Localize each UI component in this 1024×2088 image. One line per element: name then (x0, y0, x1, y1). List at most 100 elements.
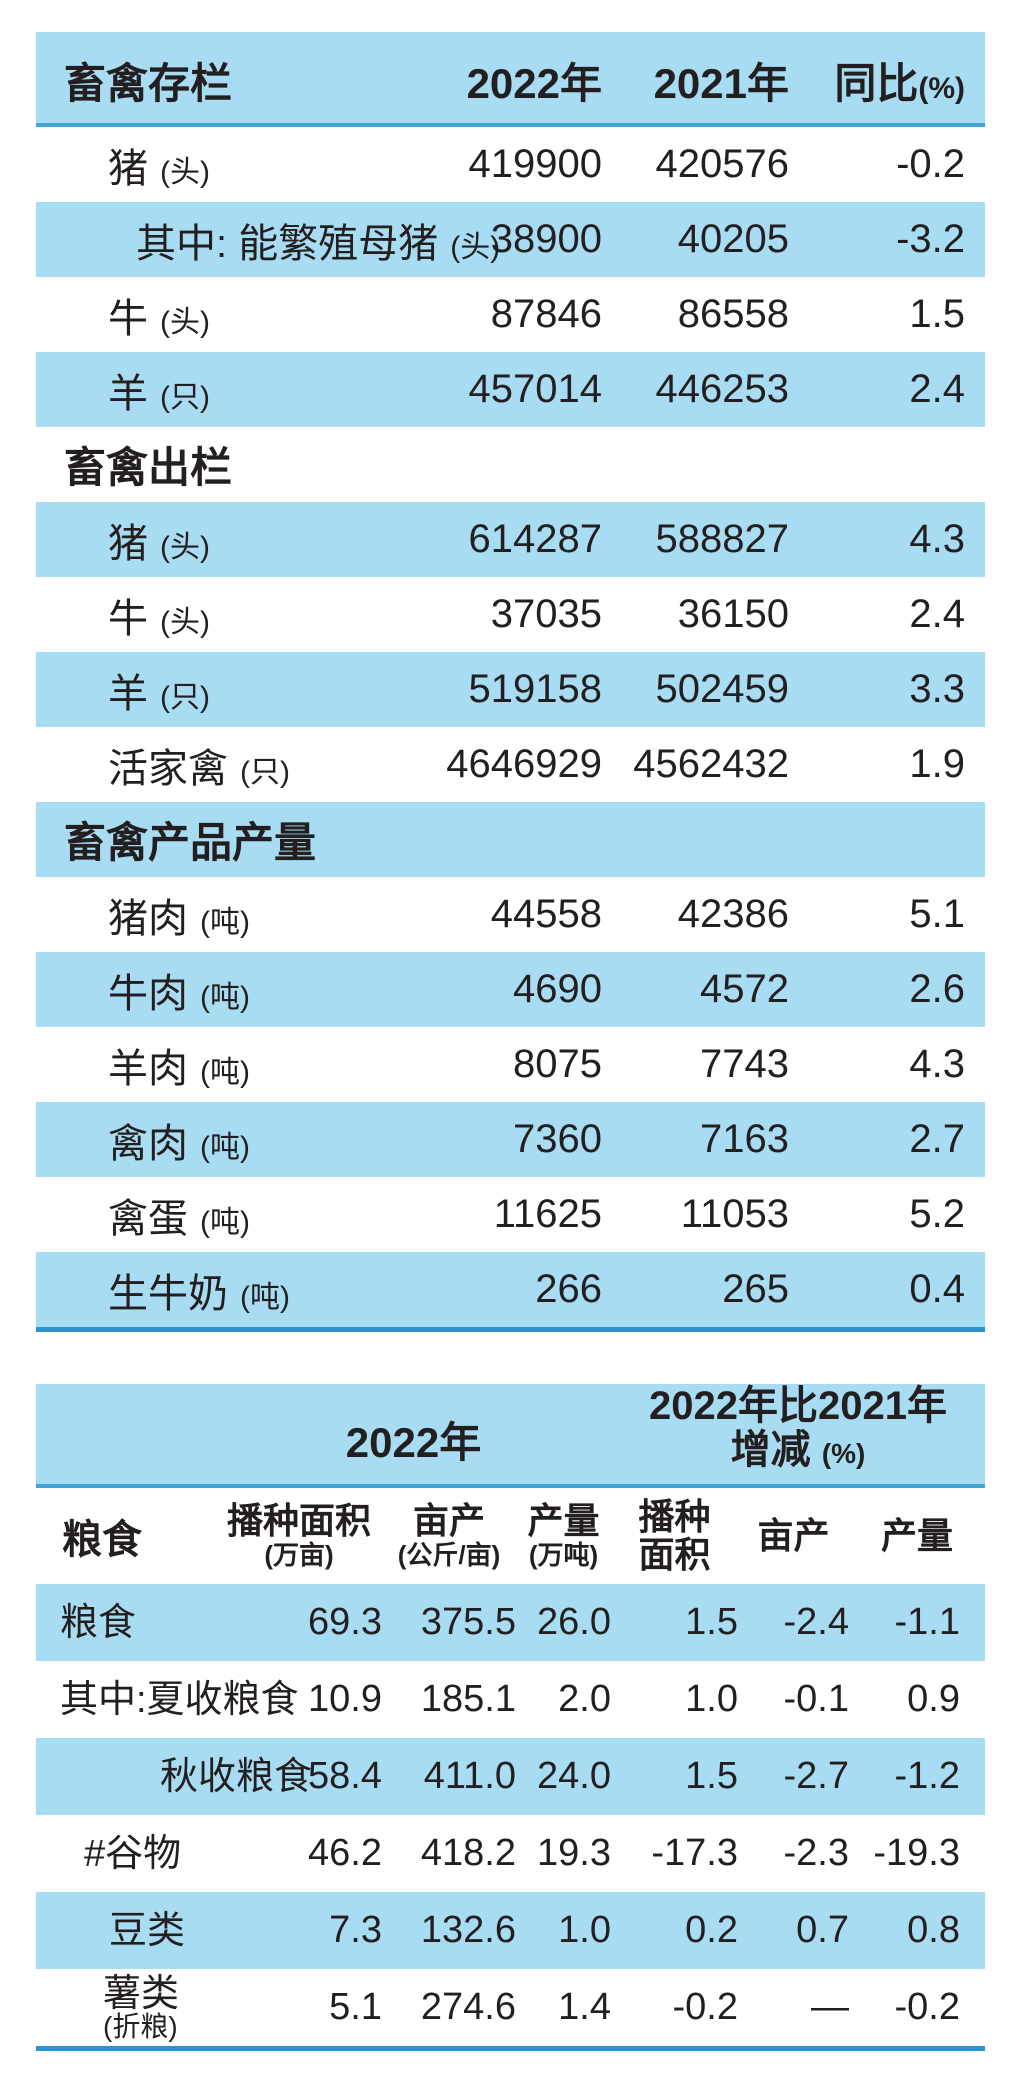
value-2021: 502459 (655, 667, 789, 711)
table-bottom-border (36, 2046, 985, 2051)
row-unit: (头) (160, 155, 210, 189)
value-2022: 519158 (468, 667, 602, 711)
row-label: 牛 (108, 296, 148, 341)
table-row: 羊肉 (吨) 8075 7743 4.3 (36, 1027, 985, 1102)
row-unit: (头) (160, 605, 210, 639)
yoy-label: 同比 (834, 60, 919, 107)
col-grain: 粮食 (62, 1518, 142, 1562)
value-output: 2.0 (558, 1678, 611, 1720)
row-label: 猪肉 (108, 896, 188, 941)
value-yield-change: -0.1 (783, 1678, 849, 1720)
row-label: 牛肉 (108, 971, 188, 1016)
col-label: 面积 (638, 1534, 711, 1575)
row-unit: (头) (160, 530, 210, 564)
change-line2: 增减 (%) (731, 1428, 866, 1476)
value-sowing-area-change: -17.3 (651, 1832, 738, 1874)
value-2021: 11053 (680, 1192, 789, 1236)
col-yield-change: 亩产 (738, 1488, 849, 1584)
value-2021: 588827 (655, 517, 789, 561)
col-unit: (万亩) (264, 1540, 334, 1570)
table-row: 其中: 能繁殖母猪 (头) 38900 40205 -3.2 (36, 202, 985, 277)
table-row: 粮食 69.3 375.5 26.0 1.5 -2.4 -1.1 (36, 1584, 985, 1661)
row-label: 羊肉 (108, 1046, 188, 1091)
value-sowing-area-change: 1.5 (685, 1601, 738, 1643)
value-2022: 266 (535, 1267, 602, 1311)
value-yoy: 1.5 (909, 292, 965, 336)
value-yield-change: -2.7 (783, 1755, 849, 1797)
table-row: 生牛奶 (吨) 266 265 0.4 (36, 1252, 985, 1327)
value-output-change: -0.2 (894, 1986, 960, 2028)
table-row: 薯类 (折粮) 5.1 274.6 1.4 -0.2 — -0.2 (36, 1969, 985, 2046)
row-unit: (只) (240, 755, 290, 789)
row-label: #谷物 (84, 1832, 182, 1875)
row-label: 猪 (108, 146, 148, 191)
col-header-2022: 2022年 (466, 60, 602, 107)
col-output-change: 产量 (849, 1488, 985, 1584)
livestock-table: 畜禽存栏 2022年 2021年 同比(%) 猪 (头) 419900 42057… (36, 32, 985, 1332)
row-label: 豆类 (109, 1909, 186, 1952)
row-unit: (吨) (240, 1280, 290, 1314)
section-header-row: 畜禽出栏 (36, 427, 985, 502)
row-unit: (吨) (200, 1205, 250, 1239)
table-row: 牛 (头) 87846 86558 1.5 (36, 277, 985, 352)
value-yield: 132.6 (420, 1909, 516, 1951)
row-unit: (只) (160, 380, 210, 414)
row-label: 其中: 能繁殖母猪 (136, 221, 439, 266)
col-group-change: 2022年比2021年 增减 (%) (611, 1384, 985, 1484)
table-row: 猪 (头) 614287 588827 4.3 (36, 502, 985, 577)
value-2021: 7743 (700, 1042, 789, 1086)
value-sowing-area-change: 1.5 (685, 1755, 738, 1797)
table-row: 禽肉 (吨) 7360 7163 2.7 (36, 1102, 985, 1177)
value-yoy: 5.2 (909, 1192, 965, 1236)
table-row: 羊 (只) 519158 502459 3.3 (36, 652, 985, 727)
col-group-2022: 2022年 (345, 1419, 482, 1466)
value-2022: 7360 (513, 1117, 602, 1161)
value-yoy: 1.9 (909, 742, 965, 786)
row-label: 薯类 (折粮) (36, 1975, 216, 2041)
value-output: 26.0 (537, 1601, 611, 1643)
value-output: 1.4 (558, 1986, 611, 2028)
value-yield-change: — (811, 1986, 849, 2028)
change-unit: (%) (821, 1438, 866, 1469)
row-label: 羊 (108, 371, 148, 416)
value-2022: 8075 (513, 1042, 602, 1086)
row-label: 猪 (108, 521, 148, 566)
value-sowing-area: 58.4 (308, 1755, 382, 1797)
value-2021: 4572 (700, 967, 789, 1011)
livestock-inventory-title: 畜禽存栏 (64, 60, 233, 107)
livestock-products-title: 畜禽产品产量 (64, 819, 317, 866)
grain-top-header-row: 2022年 2022年比2021年 增减 (%) (36, 1384, 985, 1488)
col-header-yoy: 同比(%) (789, 50, 985, 123)
livestock-slaughter-title: 畜禽出栏 (64, 444, 233, 491)
value-output-change: -1.2 (894, 1755, 960, 1797)
value-yoy: 0.4 (909, 1267, 965, 1311)
row-unit: (吨) (200, 980, 250, 1014)
value-sowing-area: 5.1 (329, 1986, 382, 2028)
value-2021: 265 (722, 1267, 789, 1311)
value-yoy: -3.2 (896, 217, 965, 261)
livestock-header-row: 畜禽存栏 2022年 2021年 同比(%) (36, 32, 985, 127)
value-2021: 36150 (677, 592, 789, 636)
value-sowing-area: 7.3 (329, 1909, 382, 1951)
value-yield: 375.5 (420, 1601, 516, 1643)
value-output-change: 0.9 (907, 1678, 960, 1720)
row-unit: (吨) (200, 905, 250, 939)
value-2021: 42386 (677, 892, 789, 936)
value-2022: 44558 (490, 892, 602, 936)
col-header-2021: 2021年 (653, 60, 789, 107)
value-2022: 11625 (493, 1192, 602, 1236)
col-label: 产量 (527, 1500, 600, 1541)
value-yield: 274.6 (420, 1986, 516, 2028)
grain-subheader-row: 粮食 播种面积 (万亩) 亩产 (公斤/亩) 产量 (万吨) 播种 面积 亩产 … (36, 1488, 985, 1584)
table-row: 豆类 7.3 132.6 1.0 0.2 0.7 0.8 (36, 1892, 985, 1969)
change-line1: 2022年比2021年 (649, 1384, 947, 1428)
value-yoy: 3.3 (909, 667, 965, 711)
value-output: 19.3 (537, 1832, 611, 1874)
table-row: #谷物 46.2 418.2 19.3 -17.3 -2.3 -19.3 (36, 1815, 985, 1892)
table-row: 牛肉 (吨) 4690 4572 2.6 (36, 952, 985, 1027)
table-row: 秋收粮食 58.4 411.0 24.0 1.5 -2.7 -1.2 (36, 1738, 985, 1815)
value-output-change: 0.8 (907, 1909, 960, 1951)
row-label: 牛 (108, 596, 148, 641)
row-unit: (吨) (200, 1055, 250, 1089)
row-label: 活家禽 (108, 746, 228, 791)
